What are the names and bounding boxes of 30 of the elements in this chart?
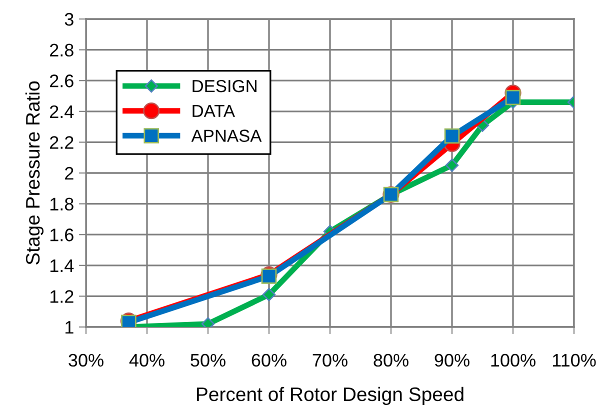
x-tick-label: 90% — [434, 354, 470, 367]
x-tick-label: 110% — [552, 354, 596, 367]
legend-label: APNASA — [191, 130, 262, 142]
x-tick-label: 70% — [312, 354, 348, 367]
y-tick-label: 2.8 — [50, 44, 74, 57]
y-tick-label: 1 — [66, 321, 74, 334]
x-axis-title: Percent of Rotor Design Speed — [197, 386, 464, 406]
point — [262, 288, 276, 302]
y-tick-label: 1.6 — [50, 228, 74, 242]
x-tick-label: 60% — [252, 354, 286, 367]
y-tick-label: 2.6 — [50, 74, 74, 88]
x-tick-label: 50% — [190, 354, 226, 367]
y-tick-label: 1.4 — [50, 260, 74, 272]
point — [445, 158, 459, 172]
legend-label: DESIGN — [192, 80, 256, 92]
y-tick-label: 3 — [64, 12, 74, 26]
y-tick-label: 1.8 — [50, 198, 74, 211]
y-tick-label: 2.2 — [50, 136, 74, 149]
y-tick-label: 2 — [65, 166, 74, 180]
y-tick-label: 2.4 — [50, 105, 74, 118]
y-tick-label: 1.2 — [50, 290, 74, 303]
x-tick-label: 80% — [374, 354, 408, 367]
x-tick-label: 30% — [68, 354, 104, 367]
y-axis-title: Stage Pressure Ratio — [25, 81, 44, 265]
x-tick-label: 100% — [491, 354, 536, 367]
point — [261, 268, 277, 284]
x-tick-label: 40% — [129, 354, 164, 367]
point — [444, 128, 460, 144]
legend-label: DATA — [192, 104, 235, 117]
point — [505, 90, 521, 106]
